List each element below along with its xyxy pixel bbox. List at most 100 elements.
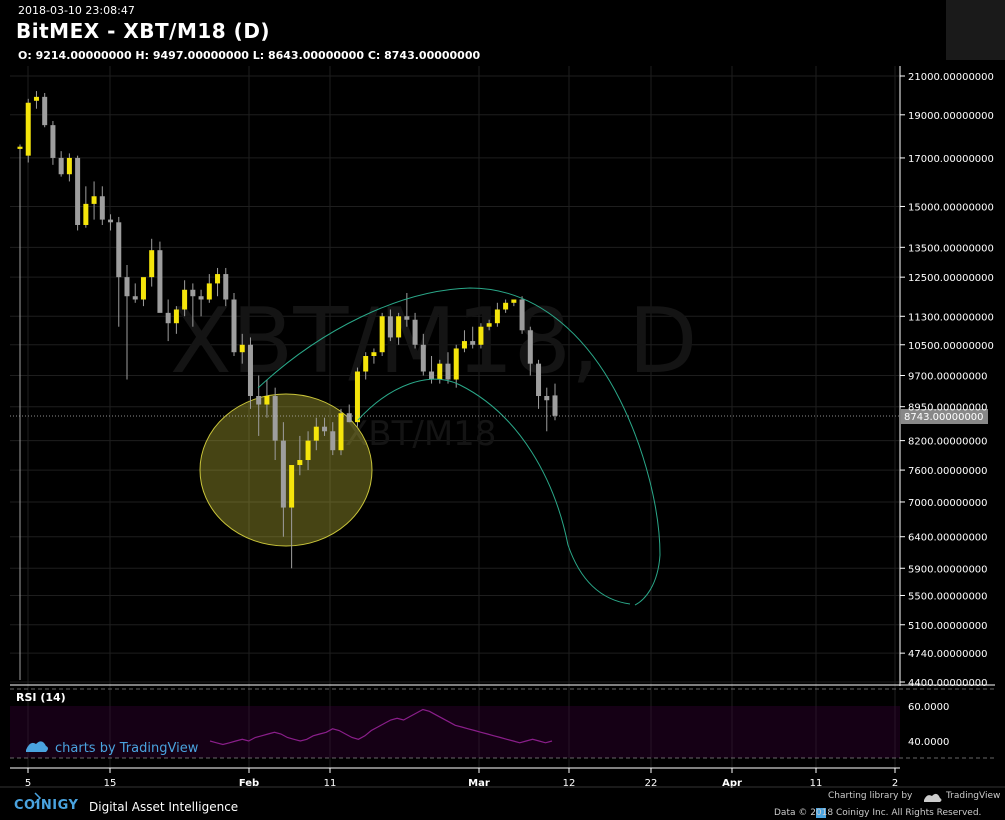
candle-body — [437, 363, 443, 380]
x-tick-label: 5 — [25, 778, 31, 789]
copyright-icon — [816, 808, 826, 818]
y-tick-label: 9700.00000000 — [908, 371, 988, 382]
candle-body — [412, 319, 418, 345]
y-tick-label: 8950.00000000 — [908, 403, 988, 414]
coinigy-tagline: Digital Asset Intelligence — [89, 800, 239, 814]
candle-body — [173, 309, 179, 324]
x-tick-label: 11 — [324, 778, 337, 789]
y-tick-label: 13500.00000000 — [908, 243, 994, 254]
x-tick-label: Apr — [722, 778, 742, 789]
outer-arc-curve — [257, 287, 661, 606]
candle-body — [75, 157, 81, 225]
candle-body — [338, 413, 344, 451]
candle-body — [420, 344, 426, 372]
y-tick-label: 7600.00000000 — [908, 466, 988, 477]
candle-body — [354, 371, 360, 423]
y-axis: 21000.00000000 19000.00000000 17000.000000… — [900, 72, 994, 689]
candle-body — [313, 426, 319, 441]
coinigy-logo-box — [946, 0, 1005, 60]
inner-arc-curve — [357, 378, 631, 605]
candle-body — [289, 465, 295, 508]
tradingview-link[interactable]: charts by TradingView — [55, 741, 199, 756]
tradingview-footer-link[interactable]: TradingView — [946, 791, 1001, 801]
y-tick-label: 4400.00000000 — [908, 678, 988, 689]
y-tick-label: 8200.00000000 — [908, 437, 988, 448]
x-axis: 5 15 Feb 11 Mar 12 22 Apr 11 2 — [25, 768, 898, 789]
x-tick-label: Feb — [239, 778, 259, 789]
chart-title: BitMEX - XBT/M18 (D) — [16, 19, 271, 43]
y-tick-label: 5100.00000000 — [908, 621, 988, 632]
candle-body — [231, 299, 237, 353]
candle-body — [346, 413, 352, 423]
candle-body — [25, 102, 31, 156]
y-tick-label: 4740.00000000 — [908, 649, 988, 660]
candle-body — [429, 371, 435, 380]
candle-body — [503, 302, 509, 310]
y-tick-label: 21000.00000000 — [908, 72, 994, 83]
candle-body — [140, 277, 146, 300]
candle-body — [264, 396, 270, 405]
y-tick-label: 6400.00000000 — [908, 533, 988, 544]
candle-body — [247, 344, 253, 397]
x-tick-label: 15 — [104, 778, 117, 789]
x-tick-label: 22 — [645, 778, 658, 789]
candle-body — [272, 396, 278, 441]
candle-body — [83, 203, 89, 225]
candle-body — [330, 431, 336, 451]
tradingview-cloud-icon — [26, 741, 48, 752]
candle-body — [190, 289, 196, 297]
candle-body — [206, 283, 212, 300]
candle-body — [453, 348, 459, 380]
tv-footer-icon — [924, 793, 942, 802]
candle-body — [198, 296, 204, 300]
candle-body — [470, 341, 476, 345]
last-price-label: 8743.00000000 — [904, 412, 984, 423]
y-tick-label: 11300.00000000 — [908, 312, 994, 323]
candle-body — [552, 395, 558, 416]
candle-body — [124, 277, 130, 297]
candle-body — [511, 299, 517, 303]
y-tick-label: 7000.00000000 — [908, 498, 988, 509]
last-price-label-box — [901, 409, 988, 424]
y-tick-label: 10500.00000000 — [908, 341, 994, 352]
candle-body — [322, 426, 328, 432]
candle-body — [91, 196, 97, 204]
charting-library-text: Charting library by — [828, 791, 913, 801]
candle-body — [379, 316, 385, 353]
candle-body — [58, 157, 64, 175]
candle-body — [280, 440, 286, 508]
coinigy-footer-icon — [34, 792, 42, 804]
data-copyright: Data © 2018 Coinigy Inc. All Rights Rese… — [774, 808, 982, 818]
x-tick-label: 11 — [810, 778, 823, 789]
candle-body — [33, 96, 39, 101]
candle-body — [486, 323, 492, 327]
candle-body — [116, 222, 122, 278]
y-tick-label: 19000.00000000 — [908, 111, 994, 122]
candle-body — [157, 250, 163, 313]
candle-body — [527, 330, 533, 364]
coinigy-brand[interactable]: COINIGY — [14, 798, 79, 813]
candle-body — [108, 219, 114, 223]
candle-body — [182, 289, 188, 310]
candles — [17, 91, 558, 680]
rsi-tick-60: 60.0000 — [908, 702, 949, 713]
candle-body — [396, 316, 402, 338]
candle-body — [478, 326, 484, 345]
candle-body — [256, 396, 262, 405]
candle-body — [297, 460, 303, 466]
candle-body — [223, 274, 229, 300]
candle-body — [494, 309, 500, 324]
candle-body — [149, 250, 155, 278]
candle-body — [404, 316, 410, 320]
y-tick-label: 5500.00000000 — [908, 591, 988, 602]
rsi-line — [209, 708, 553, 746]
candle-body — [42, 96, 48, 126]
y-tick-label: 5900.00000000 — [908, 564, 988, 575]
ohlc-readout: O: 9214.00000000 H: 9497.00000000 L: 864… — [18, 49, 481, 62]
candle-body — [363, 355, 369, 372]
candle-body — [461, 341, 467, 349]
candle-body — [99, 196, 105, 220]
y-tick-label: 12500.00000000 — [908, 273, 994, 284]
y-tick-label: 17000.00000000 — [908, 154, 994, 165]
